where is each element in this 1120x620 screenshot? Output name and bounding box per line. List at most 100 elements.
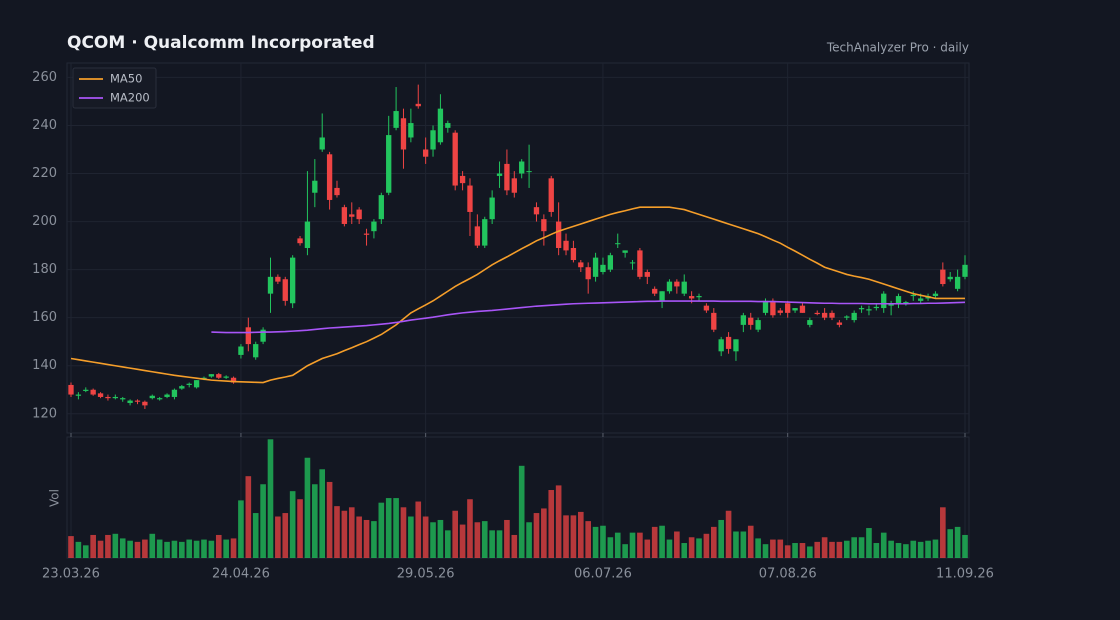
candle-body bbox=[171, 389, 178, 397]
volume-bar bbox=[526, 522, 532, 558]
candle-body bbox=[785, 303, 791, 313]
candle-body bbox=[873, 306, 879, 309]
volume-bar bbox=[164, 541, 170, 558]
candle-body bbox=[142, 401, 148, 406]
candle-body bbox=[910, 294, 916, 297]
candle-body bbox=[733, 339, 739, 352]
volume-bar bbox=[740, 531, 747, 558]
volume-bar bbox=[651, 526, 658, 558]
candle-body bbox=[725, 336, 732, 349]
candle-body bbox=[164, 394, 170, 397]
candle-body bbox=[289, 257, 296, 304]
candle-body bbox=[666, 281, 673, 292]
volume-bar bbox=[90, 534, 96, 558]
volume-bar bbox=[504, 519, 510, 558]
candle-body bbox=[75, 394, 82, 396]
candle-body bbox=[555, 221, 562, 248]
y-tick-label: 220 bbox=[32, 166, 57, 181]
x-tick-label: 06.07.26 bbox=[574, 567, 632, 582]
candle-body bbox=[149, 395, 155, 399]
volume-bar bbox=[607, 537, 614, 558]
volume-bar bbox=[171, 540, 178, 558]
volume-bar bbox=[127, 540, 133, 558]
volume-bar bbox=[156, 539, 163, 558]
volume-bar bbox=[289, 491, 296, 558]
candle-body bbox=[600, 264, 606, 273]
candle-body bbox=[430, 130, 436, 150]
candle-body bbox=[844, 316, 850, 318]
volume-bar bbox=[467, 499, 473, 558]
candle-body bbox=[208, 374, 215, 377]
volume-bar bbox=[297, 499, 303, 558]
candle-body bbox=[533, 207, 540, 215]
volume-bar bbox=[674, 531, 680, 558]
volume-bar bbox=[223, 539, 229, 558]
volume-bar bbox=[622, 544, 628, 558]
candle-body bbox=[349, 214, 355, 217]
y-tick-label: 240 bbox=[32, 118, 57, 133]
candle-body bbox=[519, 161, 525, 174]
volume-bar bbox=[474, 522, 481, 558]
volume-bar bbox=[260, 484, 266, 558]
volume-bar bbox=[570, 515, 577, 558]
volume-bar bbox=[888, 540, 894, 558]
candle-body bbox=[408, 123, 414, 138]
volume-bar bbox=[134, 541, 141, 558]
volume-bar bbox=[925, 540, 931, 558]
volume-bar bbox=[600, 525, 606, 558]
candle-body bbox=[652, 288, 658, 294]
volume-bar bbox=[792, 543, 798, 558]
candle-body bbox=[821, 312, 828, 318]
candle-body bbox=[341, 207, 348, 224]
candle-body bbox=[866, 309, 872, 311]
candle-body bbox=[193, 380, 200, 388]
volume-bar bbox=[725, 510, 732, 558]
candle-body bbox=[378, 195, 384, 220]
volume-bar bbox=[378, 502, 385, 558]
candle-body bbox=[400, 118, 407, 150]
candle-body bbox=[120, 398, 126, 400]
candle-body bbox=[319, 137, 325, 150]
candle-body bbox=[755, 320, 761, 330]
volume-bar bbox=[903, 544, 909, 558]
candle-body bbox=[90, 389, 96, 395]
candle-body bbox=[851, 312, 857, 321]
candle-body bbox=[563, 240, 569, 251]
candle-body bbox=[422, 149, 429, 157]
candle-body bbox=[681, 281, 687, 294]
volume-bar bbox=[422, 516, 429, 558]
candle-body bbox=[947, 276, 953, 280]
candle-body bbox=[134, 400, 141, 402]
candle-body bbox=[622, 250, 628, 253]
candle-body bbox=[452, 132, 458, 186]
candle-body bbox=[467, 185, 473, 212]
volume-panel bbox=[66, 436, 970, 559]
y-tick-label: 120 bbox=[32, 406, 57, 421]
candle-body bbox=[489, 197, 495, 220]
volume-bar bbox=[733, 531, 739, 558]
volume-bar bbox=[688, 537, 695, 558]
candle-body bbox=[570, 248, 577, 261]
volume-bar bbox=[119, 538, 126, 558]
candle-body bbox=[703, 305, 710, 311]
volume-bar bbox=[932, 539, 939, 558]
volume-bar bbox=[68, 536, 74, 558]
volume-bar bbox=[940, 507, 946, 558]
candle-body bbox=[326, 154, 333, 200]
candle-body bbox=[688, 296, 695, 299]
volume-bar bbox=[193, 540, 200, 558]
volume-bar bbox=[341, 510, 348, 558]
candle-body bbox=[881, 293, 887, 309]
volume-bar bbox=[415, 501, 422, 558]
y-tick-label: 260 bbox=[32, 70, 57, 85]
candle-body bbox=[112, 396, 118, 399]
candle-body bbox=[179, 386, 185, 389]
legend-label: MA200 bbox=[110, 91, 150, 105]
candle-body bbox=[748, 317, 754, 325]
candle-body bbox=[637, 250, 643, 277]
volume-bar bbox=[489, 530, 495, 558]
candle-body bbox=[711, 312, 717, 330]
volume-bar bbox=[681, 543, 688, 558]
candle-body bbox=[829, 312, 835, 318]
candle-body bbox=[592, 257, 599, 277]
